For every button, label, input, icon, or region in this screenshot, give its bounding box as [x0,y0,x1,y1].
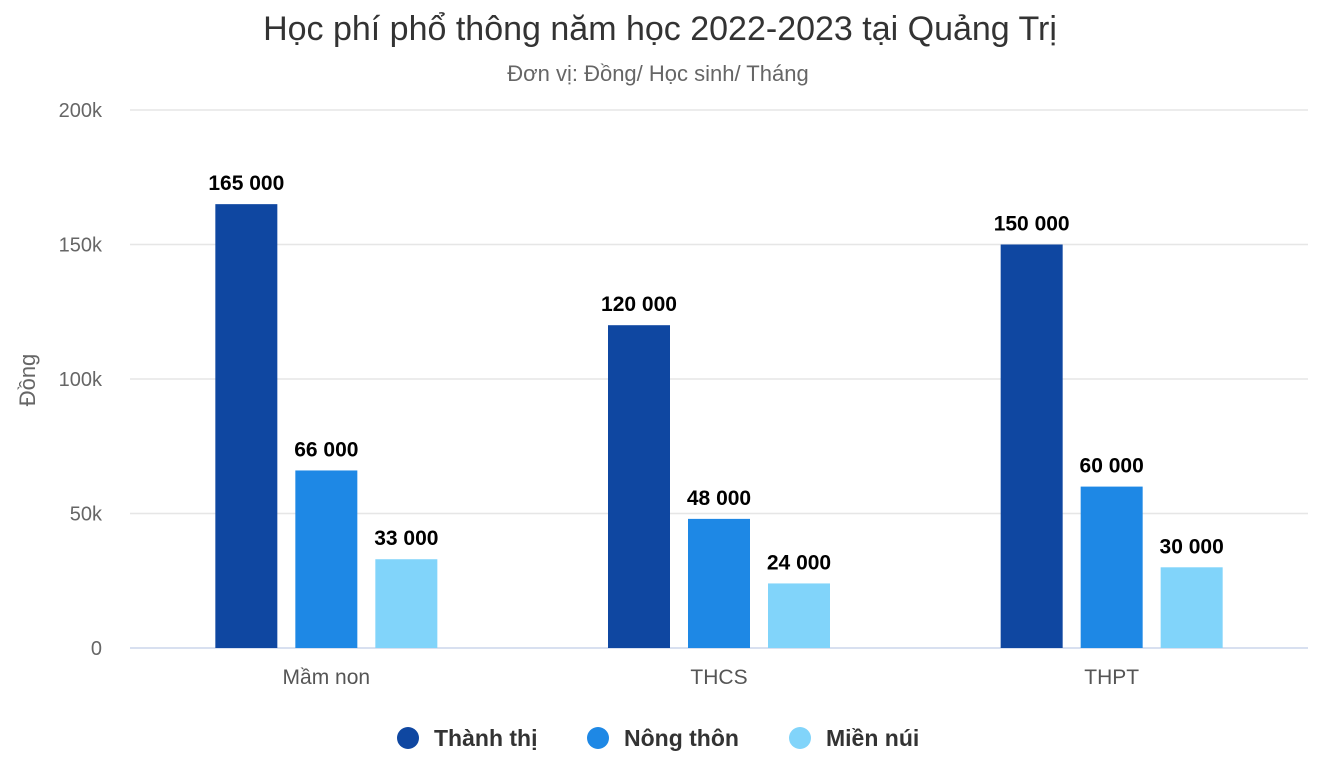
data-labels: 165 000 66 000 33 000 120 000 48 000 24 000 15… [208,172,1223,574]
data-label: 120 000 [601,293,677,316]
legend-swatch [397,727,419,749]
data-label: 48 000 [687,487,751,510]
bar[interactable] [688,518,750,648]
y-tick-label: 150k [59,235,103,257]
data-label: 60 000 [1080,455,1144,478]
chart-subtitle: Đơn vị: Đồng/ Học sinh/ Tháng [507,61,808,86]
legend-swatch [587,727,609,749]
data-label: 24 000 [767,551,831,574]
y-tick-label: 200k [59,100,103,122]
chart-title: Học phí phổ thông năm học 2022-2023 tại … [263,10,1057,48]
bar[interactable] [1160,567,1223,648]
legend[interactable]: Thành thị Nông thôn Miền núi [397,725,919,751]
data-label: 33 000 [374,527,438,550]
legend-item[interactable]: Nông thôn [587,725,739,751]
bar[interactable] [295,470,358,648]
bar[interactable] [1000,244,1063,649]
y-tick-label: 50k [70,504,103,526]
legend-item[interactable]: Miền núi [789,725,919,751]
y-tick-label: 0 [91,638,102,660]
data-label: 150 000 [994,213,1070,236]
y-axis-label: Đồng [15,354,40,407]
data-label: 165 000 [208,172,284,195]
x-tick-label: Mầm non [283,666,371,689]
legend-item[interactable]: Thành thị [397,725,537,751]
data-label: 66 000 [294,438,358,461]
legend-label: Thành thị [434,725,537,751]
bar[interactable] [608,325,670,648]
y-tick-label: 100k [59,369,103,391]
legend-label: Miền núi [826,725,919,751]
data-label: 30 000 [1160,535,1224,558]
bar[interactable] [375,559,438,648]
legend-swatch [789,727,811,749]
x-axis-ticks: Mầm non THCS THPT [283,666,1140,689]
legend-label: Nông thôn [624,725,739,751]
bars [215,204,1223,649]
bar[interactable] [215,204,278,648]
bar[interactable] [1080,486,1143,648]
x-tick-label: THPT [1084,666,1139,689]
x-tick-label: THCS [690,666,747,689]
bar[interactable] [768,583,830,648]
y-axis-ticks: 0 50k 100k 150k 200k [59,100,103,660]
